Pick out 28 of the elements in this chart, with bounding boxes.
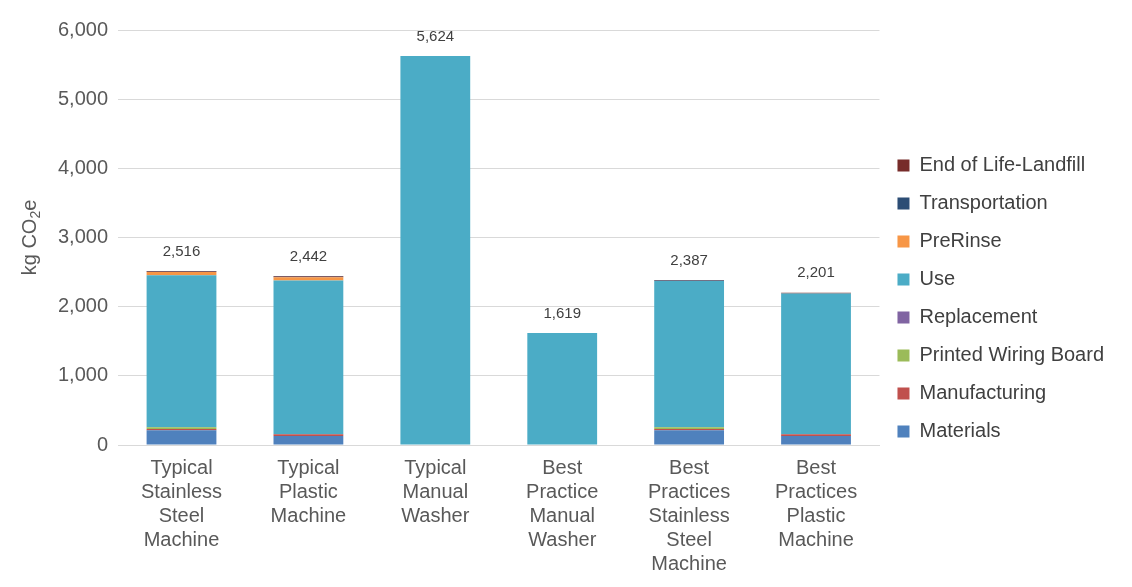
legend-label: Printed Wiring Board [919, 343, 1105, 366]
total-label: 2,516 [162, 241, 201, 259]
x-tick-label: Typical Stainless Steel Machine [140, 455, 223, 550]
y-tick-label: 5,000 [57, 86, 109, 109]
legend-label: Use [919, 267, 956, 290]
legend-label: End of Life-Landfill [919, 153, 1086, 176]
total-label: 2,201 [797, 263, 835, 281]
y-tick-label: 0 [96, 432, 109, 455]
x-tick-label: Typical Manual Washer [401, 455, 470, 526]
total-label: 1,619 [543, 303, 581, 321]
y-axis-title: kg CO2e [17, 199, 43, 276]
y-tick-label: 1,000 [57, 363, 109, 386]
y-tick-label: 2,000 [57, 294, 109, 317]
y-tick-label: 3,000 [57, 225, 109, 248]
legend-label: PreRinse [919, 229, 1002, 252]
legend-label: Materials [919, 419, 1001, 442]
y-tick-label: 6,000 [57, 17, 109, 40]
total-label: 2,387 [670, 250, 708, 268]
total-label: 5,624 [416, 26, 455, 44]
y-tick-label: 4,000 [57, 155, 109, 178]
total-label: 2,442 [289, 246, 328, 264]
x-tick-label: Best Practice Manual Washer [526, 455, 599, 550]
x-tick-label: Best Practices Stainless Steel Machine [648, 455, 731, 574]
x-tick-label: Typical Plastic Machine [270, 455, 347, 526]
legend-label: Manufacturing [919, 381, 1047, 404]
legend-label: Transportation [919, 191, 1048, 214]
legend-label: Replacement [919, 305, 1038, 328]
x-tick-label: Best Practices Plastic Machine [774, 455, 858, 550]
